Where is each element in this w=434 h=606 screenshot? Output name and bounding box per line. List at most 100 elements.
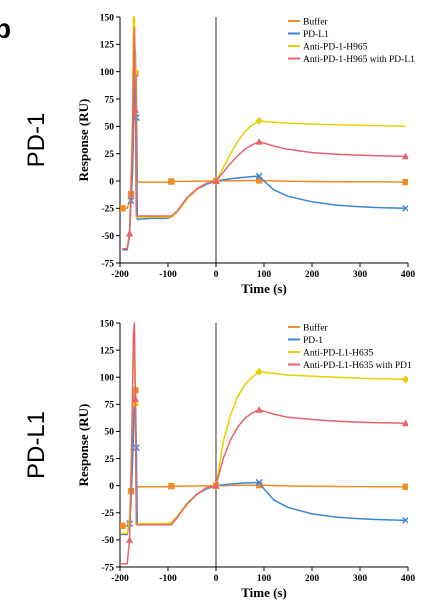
y-tick-label: 150 bbox=[100, 319, 115, 329]
y-tick-label: -50 bbox=[101, 536, 114, 546]
y-tick-label: 100 bbox=[100, 68, 115, 78]
x-tick-label: 0 bbox=[214, 270, 219, 280]
x-tick-label: 200 bbox=[305, 574, 320, 584]
data-point bbox=[126, 229, 134, 237]
data-point bbox=[120, 522, 126, 529]
y-tick-label: -25 bbox=[101, 205, 114, 215]
y-tick-label: -50 bbox=[101, 232, 114, 242]
data-point bbox=[402, 483, 408, 490]
y-tick-label: 50 bbox=[105, 428, 115, 438]
legend-label: Buffer bbox=[303, 322, 328, 333]
legend-entry: Anti-PD-1-H965 bbox=[288, 42, 368, 52]
y-tick-label: 125 bbox=[100, 41, 115, 51]
x-tick-label: -100 bbox=[159, 574, 177, 584]
chart-panel-pd1: PD-1 -75 -50 -25 0 25 50 75 100 125 150 -200 -100 0 1… bbox=[23, 13, 415, 296]
x-tick-label: 100 bbox=[257, 574, 272, 584]
series-anti-pd-l1-h635-with-pd1 bbox=[121, 322, 408, 565]
y-axis-title: Response (RU) bbox=[76, 99, 91, 182]
x-tick-label: 200 bbox=[305, 270, 320, 280]
y-tick-label: 150 bbox=[100, 13, 115, 23]
y-tick-label: 0 bbox=[109, 482, 114, 492]
legend-entry: Anti-PD-L1-H635 with PD1 bbox=[288, 361, 412, 371]
plot-area bbox=[120, 322, 408, 565]
data-point bbox=[402, 178, 408, 186]
series-line bbox=[121, 387, 406, 536]
legend-entry: PD-1 bbox=[288, 336, 323, 346]
data-point bbox=[402, 516, 408, 524]
legend-entry: Anti-PD-1-H965 with PD-L1 bbox=[288, 55, 415, 65]
data-point bbox=[255, 117, 263, 125]
data-point bbox=[255, 137, 263, 145]
data-point bbox=[131, 395, 139, 402]
x-tick-label: 300 bbox=[353, 574, 368, 584]
data-point bbox=[131, 106, 139, 113]
series-buffer bbox=[120, 70, 408, 212]
series-pd-1 bbox=[121, 387, 408, 536]
legend-label: Anti-PD-L1-H635 with PD1 bbox=[303, 361, 412, 371]
legend-label: Anti-PD-1-H965 bbox=[303, 42, 368, 52]
y-tick-label: -25 bbox=[101, 509, 114, 519]
series-buffer bbox=[120, 387, 408, 529]
series-line bbox=[121, 387, 406, 527]
legend-label: Buffer bbox=[303, 16, 328, 27]
x-tick-label: -100 bbox=[159, 270, 177, 280]
legend-label: Anti-PD-L1-H635 bbox=[303, 348, 373, 358]
x-tick-label: -200 bbox=[111, 270, 129, 280]
y-tick-label: 75 bbox=[105, 95, 115, 105]
x-tick-label: 100 bbox=[257, 270, 272, 280]
y-tick-label: -75 bbox=[101, 259, 114, 269]
y-tick-label: 25 bbox=[105, 455, 115, 465]
x-tick-label: 0 bbox=[214, 574, 219, 584]
series-line bbox=[122, 27, 406, 250]
series-pd-l1 bbox=[122, 49, 408, 251]
x-tick-label: -200 bbox=[111, 574, 129, 584]
data-point bbox=[256, 177, 263, 184]
legend-entry: Anti-PD-L1-H635 bbox=[288, 348, 373, 358]
data-point bbox=[255, 368, 263, 376]
x-tick-label: 300 bbox=[353, 270, 368, 280]
data-point bbox=[168, 483, 175, 490]
plot-area bbox=[120, 16, 408, 251]
data-point bbox=[402, 204, 408, 212]
legend-entry: PD-L1 bbox=[288, 30, 329, 40]
x-tick-label: 400 bbox=[401, 270, 416, 280]
y-tick-label: 25 bbox=[105, 150, 115, 160]
y-axis-title: Response (RU) bbox=[76, 404, 91, 487]
legend-label: PD-L1 bbox=[303, 30, 329, 40]
y-tick-label: 50 bbox=[105, 123, 115, 133]
series-anti-pd-l1-h635 bbox=[121, 343, 408, 535]
y-tick-label: -75 bbox=[101, 563, 114, 573]
legend-label: Anti-PD-1-H965 with PD-L1 bbox=[303, 55, 415, 65]
data-point bbox=[168, 178, 175, 185]
y-tick-label: 125 bbox=[100, 346, 115, 356]
data-point bbox=[255, 172, 263, 180]
row-label: PD-1 bbox=[23, 113, 50, 168]
series-line bbox=[121, 322, 406, 565]
y-tick-label: 0 bbox=[109, 177, 114, 187]
chart-panel-pdl1: PD-L1 -75 -50 -25 0 25 50 75 100 125 150 -200 -100 0… bbox=[23, 319, 415, 600]
series-anti-pd-1-h965-with-pd-l1 bbox=[122, 27, 408, 250]
panel-letter: b bbox=[0, 13, 11, 44]
data-point bbox=[126, 536, 134, 543]
legend-label: PD-1 bbox=[303, 336, 323, 346]
data-point bbox=[402, 419, 408, 427]
x-tick-label: 400 bbox=[401, 574, 416, 584]
data-point bbox=[120, 205, 126, 212]
data-point bbox=[212, 177, 220, 184]
legend-entry: Buffer bbox=[288, 322, 328, 333]
y-tick-label: 75 bbox=[105, 401, 115, 411]
legend-entry: Buffer bbox=[288, 16, 328, 27]
data-point bbox=[256, 481, 263, 489]
data-point bbox=[401, 375, 408, 384]
series-line bbox=[121, 343, 406, 535]
data-point bbox=[255, 405, 263, 413]
y-tick-label: 100 bbox=[100, 374, 115, 384]
data-point bbox=[402, 152, 408, 160]
data-point bbox=[255, 478, 263, 486]
series-line bbox=[122, 49, 406, 251]
series-line bbox=[122, 70, 406, 210]
data-point bbox=[212, 481, 220, 489]
x-axis-title: Time (s) bbox=[241, 281, 287, 296]
x-axis-title: Time (s) bbox=[241, 585, 287, 600]
